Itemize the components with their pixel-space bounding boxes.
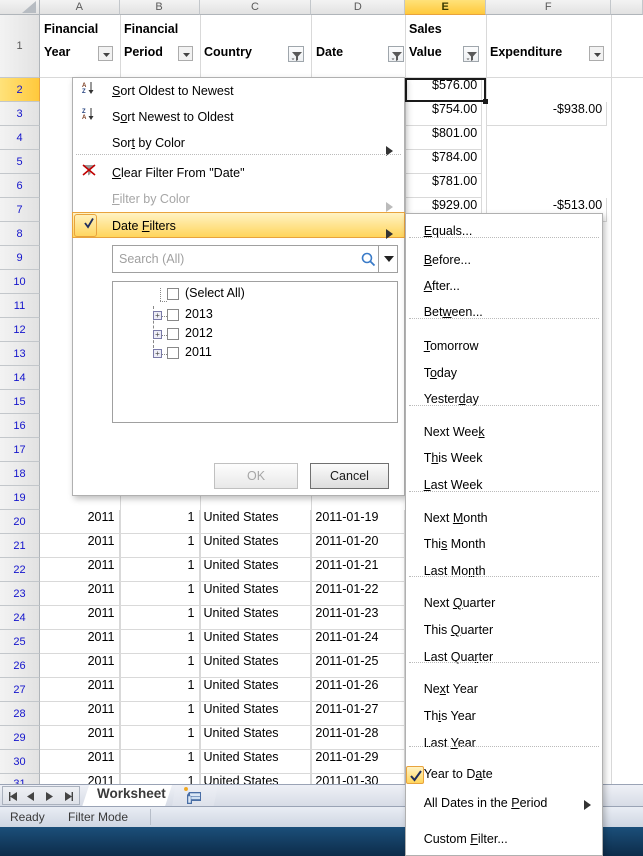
svg-text:A: A bbox=[82, 115, 87, 121]
svg-text:Z: Z bbox=[82, 89, 86, 95]
